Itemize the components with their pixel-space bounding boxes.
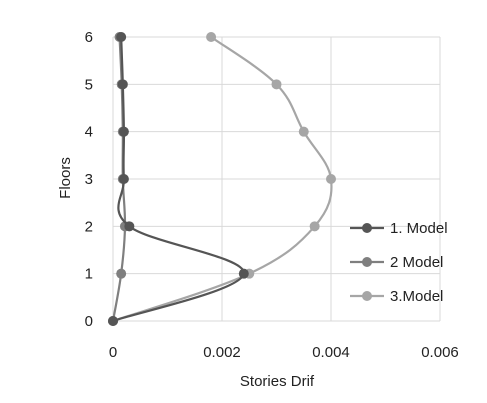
legend: 1. Model 2 Model 3.Model (350, 220, 448, 305)
y-tick-label: 0 (85, 313, 93, 330)
data-point (118, 126, 129, 137)
x-tick-label: 0 (109, 344, 117, 361)
data-point (206, 32, 217, 42)
legend-label: 1. Model (390, 220, 448, 237)
legend-marker-3 (362, 291, 372, 301)
y-tick-label: 4 (85, 124, 93, 141)
legend-marker-2 (362, 257, 372, 267)
legend-label: 2 Model (390, 254, 443, 271)
y-tick-label: 1 (85, 266, 93, 283)
series (108, 32, 336, 326)
legend-label: 3.Model (390, 288, 443, 305)
y-tick-label: 2 (85, 218, 93, 235)
x-tick-label: 0.002 (203, 344, 241, 361)
legend-marker-1 (362, 223, 372, 233)
data-point (117, 79, 128, 90)
axes: 0 1 2 3 4 5 6 0 0.002 0.004 0.006 (85, 29, 459, 361)
x-axis-title: Stories Drif (240, 373, 315, 390)
data-point (108, 316, 118, 326)
data-point (116, 268, 127, 279)
data-point (271, 79, 282, 90)
y-axis-title: Floors (57, 157, 74, 199)
x-tick-label: 0.004 (312, 344, 350, 361)
y-tick-label: 6 (85, 29, 93, 46)
data-point (309, 221, 320, 232)
data-point (124, 221, 135, 232)
data-point (238, 268, 249, 279)
data-point (116, 32, 127, 42)
y-tick-label: 3 (85, 171, 93, 188)
data-point (118, 174, 129, 184)
y-tick-label: 5 (85, 76, 93, 93)
x-tick-label: 0.006 (421, 344, 459, 361)
data-point (298, 126, 309, 137)
data-point (326, 174, 336, 184)
